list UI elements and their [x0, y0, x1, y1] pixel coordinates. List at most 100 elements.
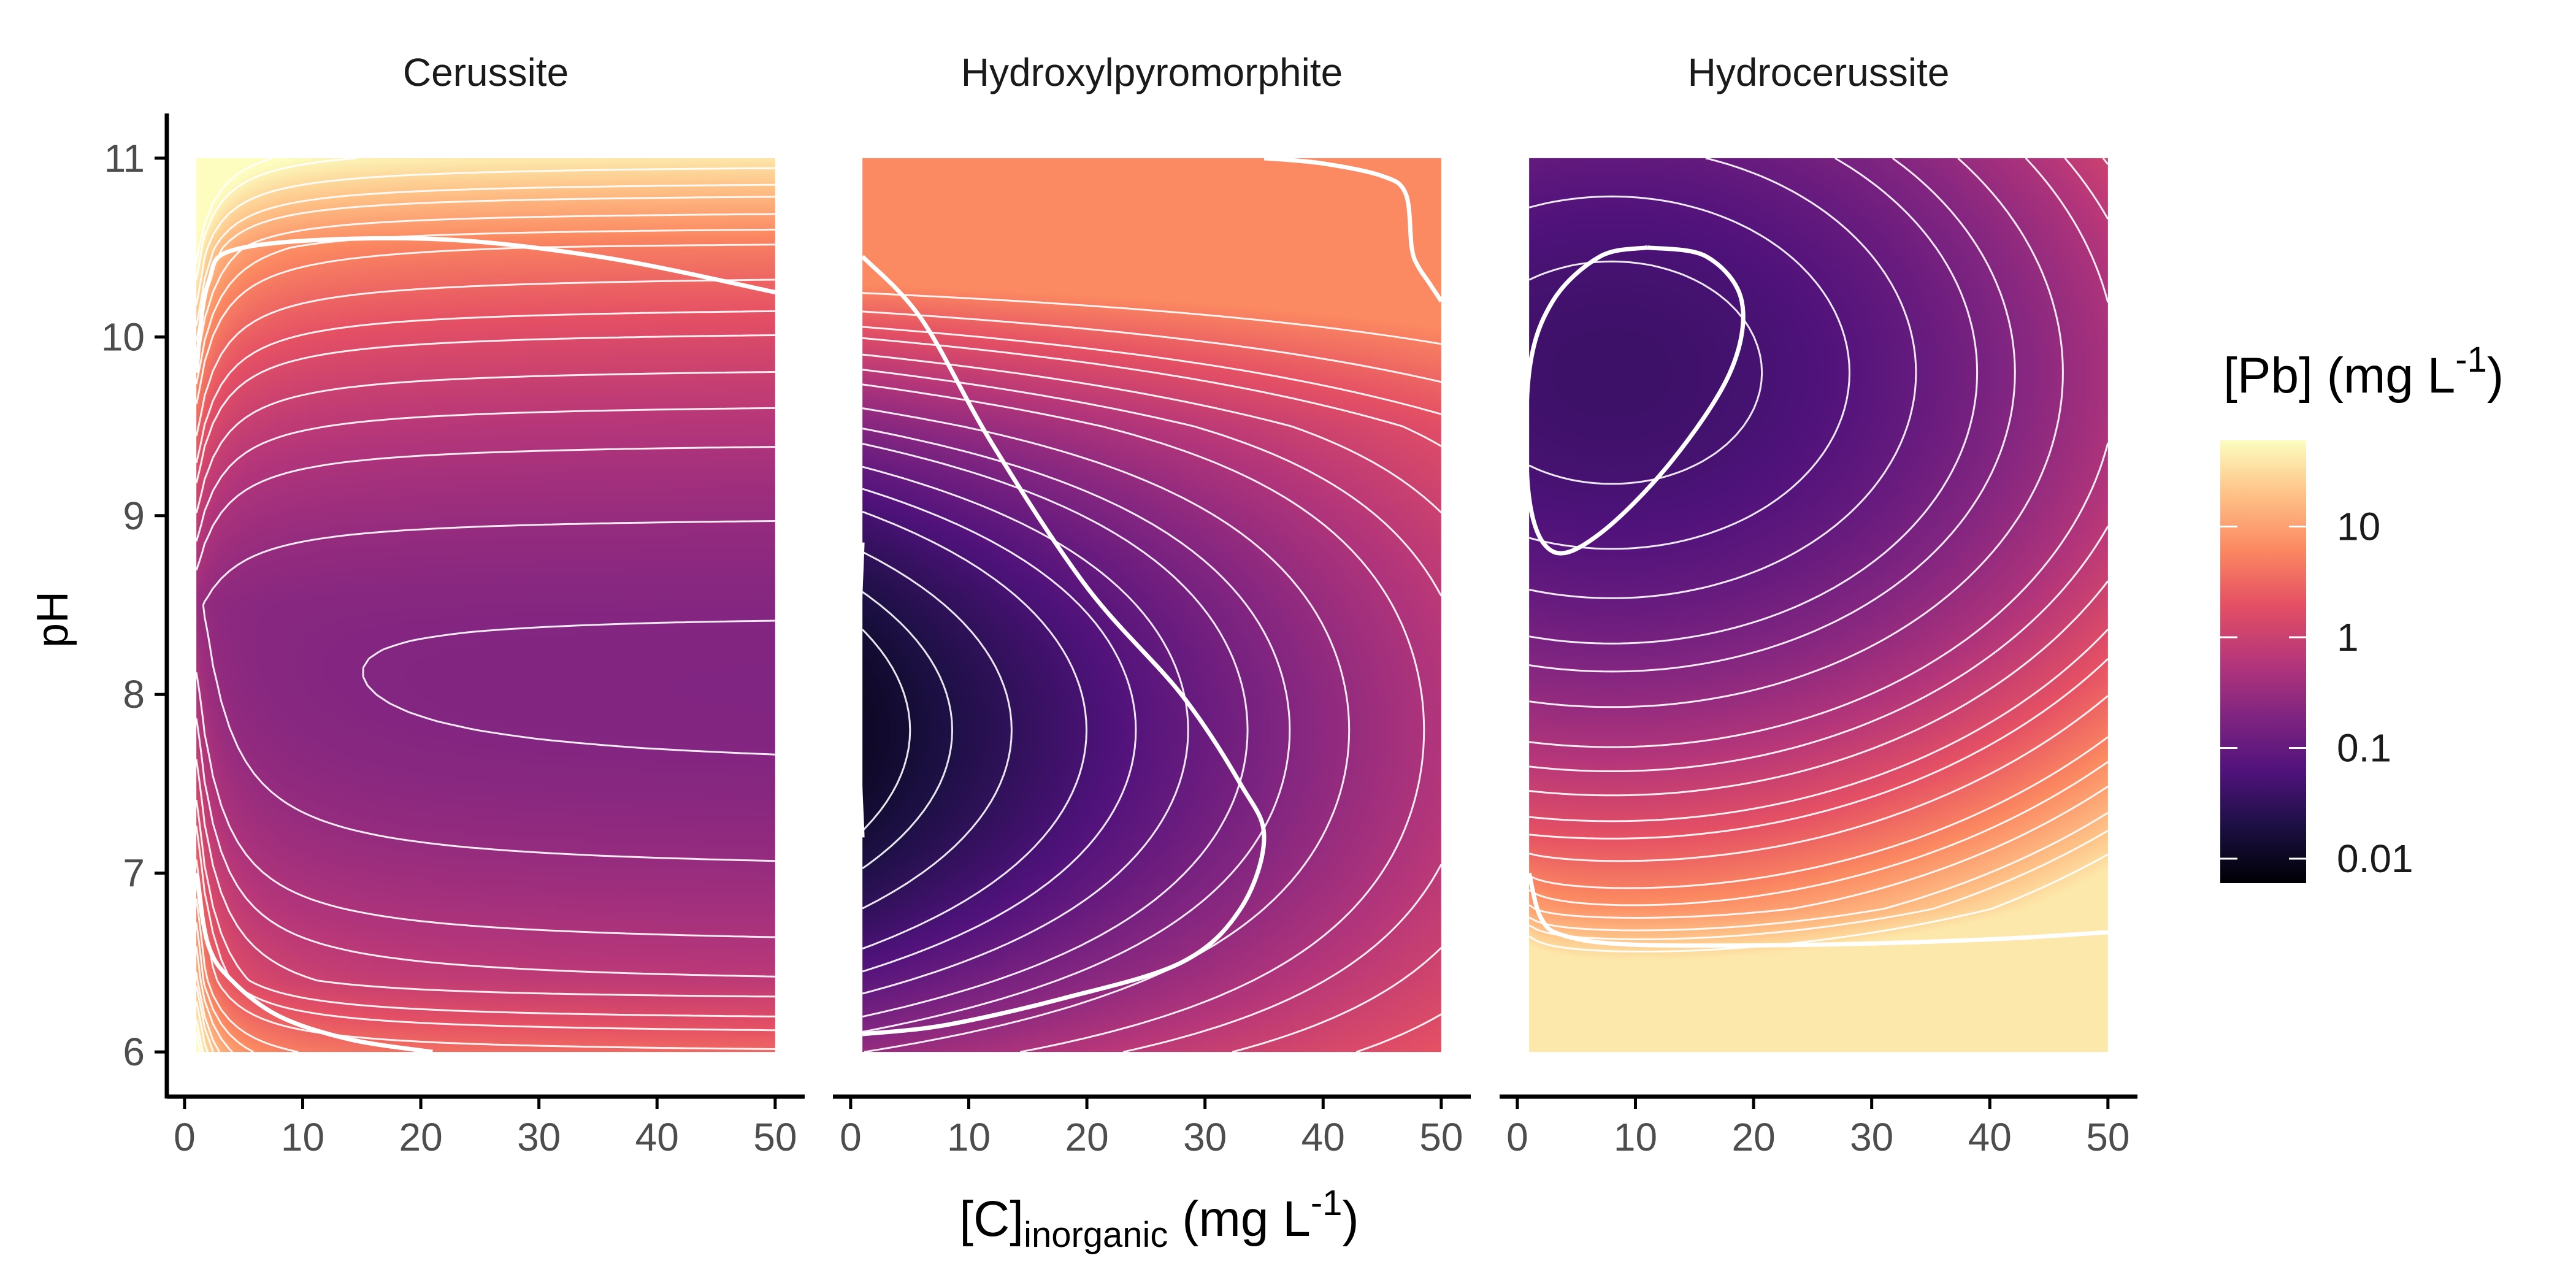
hydrocerussite-dashed-contour: [1528, 157, 2109, 748]
legend-title-main: [Pb] (mg L: [2223, 348, 2455, 404]
cerussite-dashed-contour: [195, 407, 775, 978]
cerussite-heatmap: [196, 158, 775, 1052]
x-axis-title-unit: (mg L: [1168, 1191, 1310, 1247]
y-axis-title: pH: [28, 591, 77, 648]
x-axis-title-close: ): [1342, 1191, 1359, 1247]
hydrocerussite-x-tick-label: 30: [1850, 1115, 1893, 1159]
y-tick-label: 8: [123, 672, 145, 716]
hydrocerussite-x-tick-label: 20: [1731, 1115, 1775, 1159]
hydroxylpyromorphite-dashed-contour: [862, 369, 1443, 1053]
cerussite-x-tick-label: 50: [753, 1115, 797, 1159]
cerussite-solid-contour: [194, 873, 433, 1054]
hydroxylpyromorphite-x-tick-label: 20: [1065, 1115, 1108, 1159]
legend-tick-label: 10: [2337, 504, 2380, 548]
x-axis-title-main: [C]: [959, 1191, 1024, 1247]
cerussite-dashed-contour: [195, 157, 274, 1052]
hydrocerussite-solid-contour: [1524, 245, 1746, 556]
cerussite-dashed-contour: [195, 446, 775, 938]
hydroxylpyromorphite-dashed-contour: [862, 427, 1291, 1033]
hydrocerussite-dashed-contour: [1528, 157, 1917, 599]
hydrocerussite-panel-title: Hydrocerussite: [1688, 50, 1950, 94]
legend-title-close: ): [2487, 348, 2504, 404]
x-axis-title-subscript: inorganic: [1024, 1215, 1168, 1255]
legend-tick-label: 0.1: [2337, 726, 2391, 770]
hydroxylpyromorphite-x-tick-label: 50: [1419, 1115, 1463, 1159]
hydrocerussite-dashed-contour: [1528, 695, 2109, 862]
hydroxylpyromorphite-dashed-contour: [862, 310, 1442, 383]
y-tick-label: 10: [101, 315, 145, 359]
hydrocerussite-x-tick-label: 0: [1506, 1115, 1528, 1159]
legend: [Pb] (mg L-1) 10 1 0.1 0.01: [2220, 340, 2504, 883]
hydroxylpyromorphite-solid-contour: [861, 255, 1267, 1037]
hydrocerussite-x-tick-label: 10: [1614, 1115, 1657, 1159]
hydroxylpyromorphite-dashed-contour: [862, 337, 1442, 1053]
hydrocerussite-dashed-contour: [1528, 157, 2016, 673]
cerussite-dashed-contour: [195, 183, 775, 1052]
hydrocerussite-dashed-contour: [1528, 157, 2109, 797]
y-axis: 6 7 8 9 10 11: [101, 113, 169, 1098]
hydrocerussite-dashed-contour: [1528, 260, 1763, 485]
hydroxylpyromorphite-dashed-contour: [862, 510, 1087, 950]
cerussite-panel-title: Cerussite: [403, 50, 569, 94]
hydrocerussite-dashed-contour: [1528, 658, 2109, 840]
hydroxylpyromorphite-panel-title: Hydroxylpyromorphite: [961, 50, 1343, 94]
cerussite-dashed-contour: [195, 167, 775, 1052]
cerussite-panel: Cerussite 0 10 20 30 40 50: [167, 50, 805, 1159]
hydrocerussite-panel: Hydrocerussite 0 10 20 30 40 50: [1500, 50, 2137, 1159]
hydrocerussite-dashed-contour: [1528, 157, 1979, 645]
cerussite-dashed-contour: [195, 334, 775, 1018]
hydroxylpyromorphite-x-tick-label: 40: [1301, 1115, 1345, 1159]
cerussite-solid-contour: [194, 236, 776, 374]
hydrocerussite-solid-contour: [1527, 872, 2109, 948]
y-tick-label: 6: [123, 1030, 145, 1074]
hydroxylpyromorphite-dashed-contour: [862, 353, 1442, 1053]
hydroxylpyromorphite-dashed-contour: [862, 443, 1249, 1018]
legend-tick-label: 0.01: [2337, 837, 2413, 881]
cerussite-x-tick-label: 10: [281, 1115, 324, 1159]
x-axis-title: [C]inorganic (mg L-1): [959, 1183, 1359, 1255]
legend-colorbar: [2220, 440, 2306, 883]
hydrocerussite-x-tick-label: 50: [2086, 1115, 2129, 1159]
cerussite-dashed-contour: [195, 310, 775, 1032]
cerussite-dashed-contour: [195, 157, 357, 1052]
cerussite-x-tick-label: 40: [635, 1115, 679, 1159]
legend-tick-label: 1: [2337, 615, 2359, 659]
hydroxylpyromorphite-dashed-contour: [862, 551, 1013, 910]
hydrocerussite-dashed-contour: [1528, 195, 1850, 550]
cerussite-x-tick-label: 0: [174, 1115, 196, 1159]
hydrocerussite-dashed-contour: [1528, 157, 2064, 708]
legend-title-superscript: -1: [2455, 340, 2487, 380]
hydrocerussite-dashed-contour: [1528, 811, 2109, 932]
hydroxylpyromorphite-heatmap: [862, 158, 1441, 1052]
cerussite-dashed-contour: [195, 243, 775, 1053]
cerussite-dashed-contour: [362, 619, 775, 756]
hydroxylpyromorphite-x-tick-label: 10: [947, 1115, 991, 1159]
hydrocerussite-dashed-contour: [1528, 629, 2109, 822]
hydroxylpyromorphite-dashed-contour: [862, 292, 1442, 345]
hydroxylpyromorphite-dashed-contour: [862, 488, 1137, 973]
hydroxylpyromorphite-dashed-contour: [862, 591, 953, 870]
x-axis-title-superscript: -1: [1311, 1183, 1343, 1223]
hydroxylpyromorphite-dashed-contour: [862, 407, 1351, 1053]
hydroxylpyromorphite-solid-contour: [1263, 156, 1443, 302]
y-tick-label: 9: [123, 494, 145, 538]
hydroxylpyromorphite-panel: Hydroxylpyromorphite 0 10 20 30 40 50: [833, 50, 1471, 1159]
hydrocerussite-dashed-contour: [1528, 761, 2109, 907]
cerussite-x-tick-label: 20: [399, 1115, 442, 1159]
legend-ticks: 10 1 0.1 0.01: [2220, 504, 2413, 881]
y-tick-label: 7: [123, 851, 145, 895]
cerussite-dashed-contour: [202, 520, 775, 862]
hydrocerussite-dashed-contour: [1528, 736, 2109, 889]
y-tick-label: 11: [104, 136, 145, 180]
legend-title: [Pb] (mg L-1): [2223, 340, 2504, 404]
hydroxylpyromorphite-x-tick-label: 30: [1183, 1115, 1227, 1159]
cerussite-dashed-contour: [195, 370, 775, 998]
hydrocerussite-dashed-contour: [1528, 157, 2109, 772]
cerussite-x-tick-label: 30: [517, 1115, 561, 1159]
hydroxylpyromorphite-x-tick-label: 0: [840, 1115, 862, 1159]
hydroxylpyromorphite-solid-contour: [855, 542, 865, 838]
hydroxylpyromorphite-dashed-contour: [862, 383, 1425, 1053]
hydrocerussite-x-tick-label: 40: [1968, 1115, 2012, 1159]
